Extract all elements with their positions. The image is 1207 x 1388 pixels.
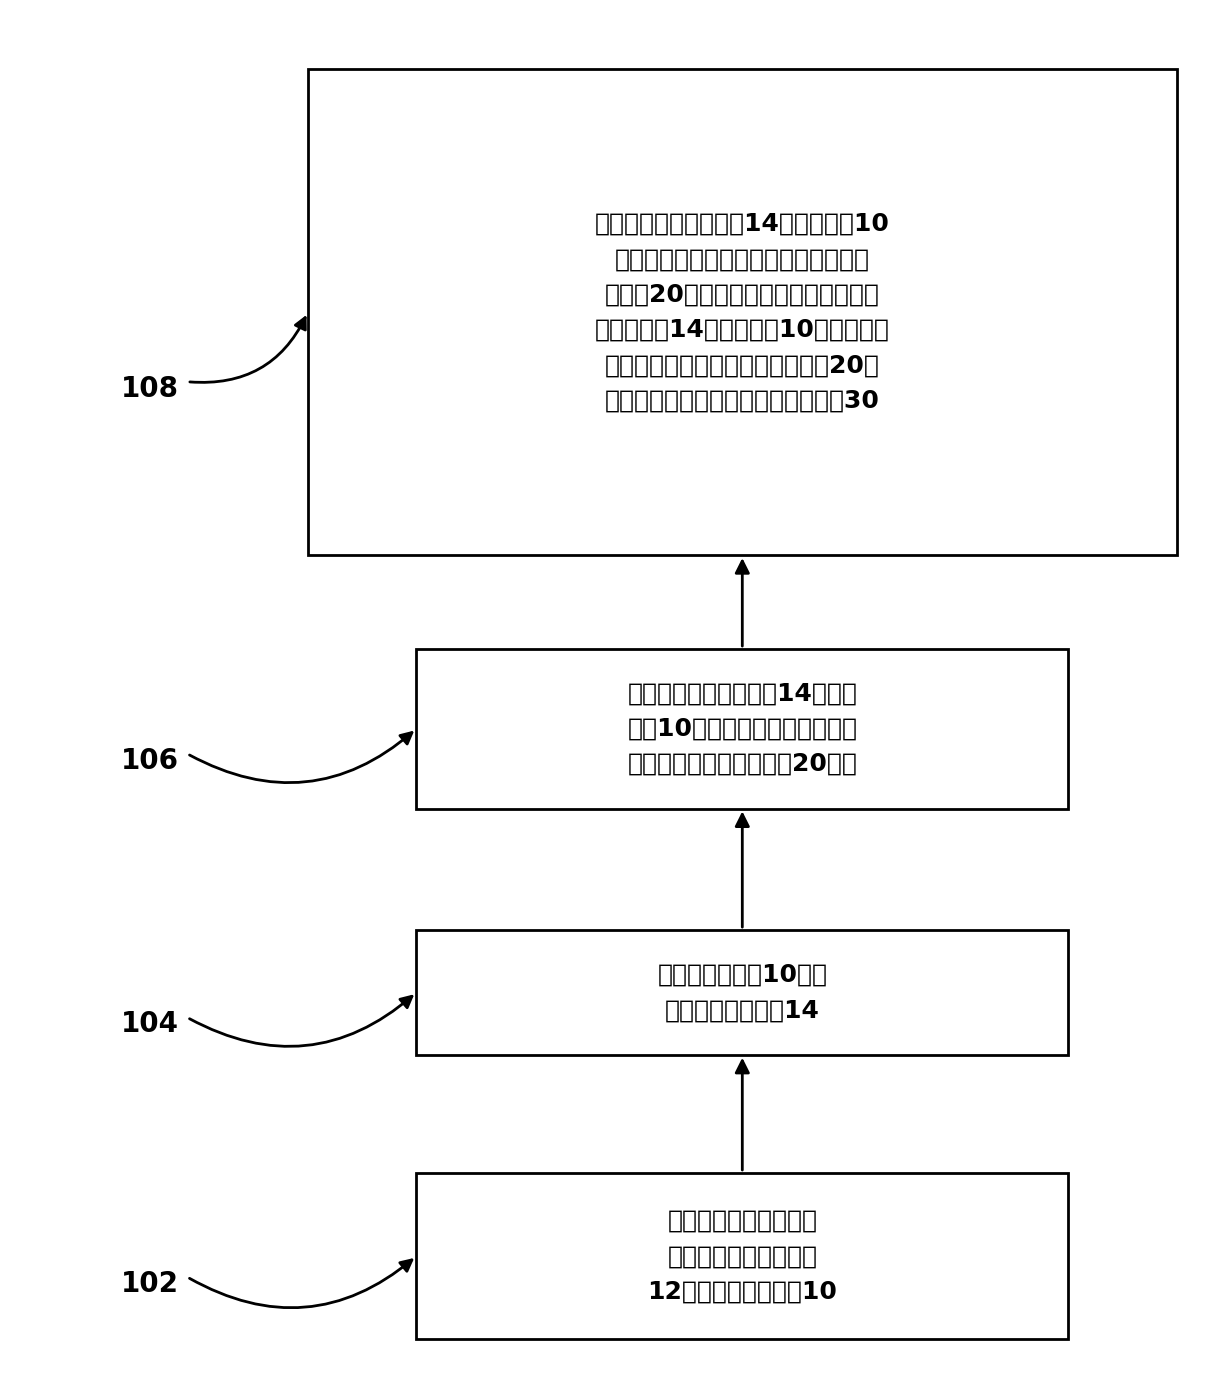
Text: 在所述半固化片10上附
着多个金属微结构14: 在所述半固化片10上附 着多个金属微结构14 (658, 963, 827, 1022)
FancyBboxPatch shape (416, 930, 1068, 1055)
Text: 102: 102 (121, 1270, 179, 1298)
Text: 104: 104 (121, 1010, 179, 1038)
Text: 对所述附着金属微结构14的半固化片10
和两浸渍有热固性合成树脂溶液的玻璃
纤维布20加热和加压，从而将所述附着
金属微结构14的半固化片10和两浸渍有
热固性: 对所述附着金属微结构14的半固化片10 和两浸渍有热固性合成树脂溶液的玻璃 纤维… (595, 212, 890, 412)
Text: 利用浸渍过热固性合成
树脂溶液的玻璃纤维布
12来制作一半固化片10: 利用浸渍过热固性合成 树脂溶液的玻璃纤维布 12来制作一半固化片10 (647, 1209, 838, 1303)
FancyBboxPatch shape (416, 650, 1068, 808)
Text: 108: 108 (121, 375, 179, 403)
Text: 106: 106 (121, 747, 179, 775)
Text: 将所述附着金属微结构14的半固
化片10置于另两浸渍有热固性合
成树脂溶液的玻璃纤维布20之间: 将所述附着金属微结构14的半固 化片10置于另两浸渍有热固性合 成树脂溶液的玻璃… (628, 682, 857, 776)
FancyBboxPatch shape (308, 69, 1177, 555)
FancyBboxPatch shape (416, 1173, 1068, 1339)
